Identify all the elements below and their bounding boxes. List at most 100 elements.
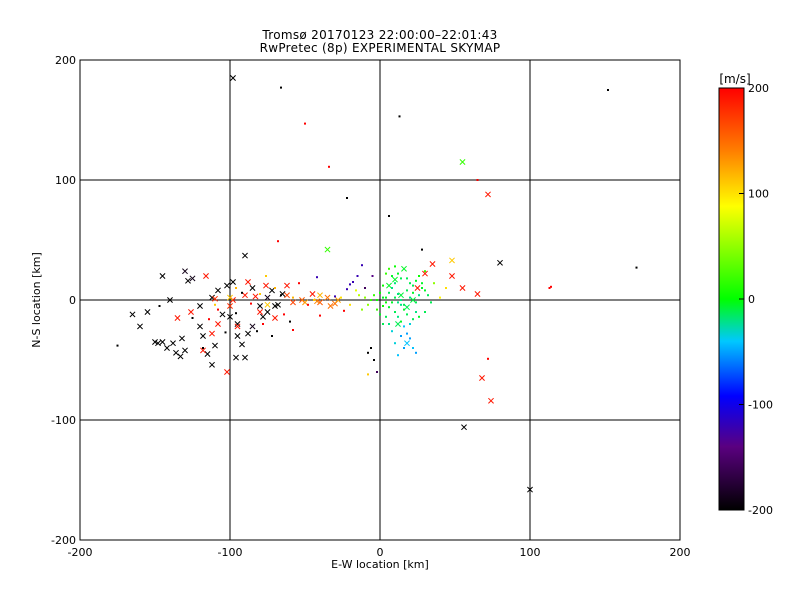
- cross-marker: [386, 282, 392, 289]
- dot-marker: [412, 291, 414, 294]
- cross-marker: [209, 330, 215, 337]
- cross-marker: [174, 315, 181, 321]
- dot-marker: [397, 354, 399, 357]
- colorbar-tick-label: 0: [748, 293, 755, 306]
- dot-marker: [235, 287, 237, 289]
- cross-marker: [497, 259, 503, 266]
- dot-marker: [400, 335, 402, 337]
- dot-marker: [250, 302, 252, 305]
- dot-marker: [406, 313, 408, 316]
- dot-marker: [400, 277, 402, 280]
- cross-marker: [335, 297, 341, 303]
- cross-marker: [401, 265, 407, 272]
- dot-marker: [397, 315, 399, 318]
- dot-marker: [349, 283, 351, 286]
- cross-marker: [185, 277, 191, 284]
- cross-marker: [230, 279, 236, 285]
- cross-marker: [137, 323, 143, 330]
- dot-marker: [412, 347, 414, 349]
- dot-marker: [340, 296, 342, 299]
- cross-marker: [209, 361, 215, 368]
- dot-marker: [403, 308, 405, 311]
- cross-marker: [245, 330, 251, 337]
- dot-marker: [241, 291, 243, 294]
- cross-marker: [204, 351, 211, 357]
- cross-marker: [269, 287, 275, 294]
- cross-marker: [170, 340, 176, 347]
- colorbar-ticks: -200 -100 0 100 200: [739, 82, 773, 517]
- dot-marker: [367, 351, 369, 354]
- dot-marker: [265, 275, 267, 277]
- dot-marker: [343, 309, 345, 312]
- dot-marker: [364, 296, 366, 299]
- dot-marker: [376, 371, 378, 373]
- dot-marker: [412, 284, 414, 287]
- dot-marker: [391, 287, 393, 289]
- dot-marker: [373, 294, 375, 297]
- dot-marker: [346, 288, 348, 291]
- dot-marker: [367, 303, 369, 306]
- cross-marker: [179, 335, 185, 342]
- dot-marker: [415, 279, 417, 282]
- cross-marker: [410, 297, 416, 303]
- dot-marker: [406, 332, 408, 335]
- dot-marker: [361, 308, 363, 311]
- dot-marker: [208, 318, 210, 321]
- cross-marker: [485, 191, 491, 198]
- chart-title: Tromsø 20170123 22:00:00–22:01:43: [262, 28, 498, 42]
- cross-marker: [414, 285, 421, 291]
- dot-marker: [319, 314, 321, 317]
- x-axis-label: E-W location [km]: [331, 558, 429, 571]
- dot-marker: [430, 301, 432, 304]
- dot-marker: [487, 357, 489, 360]
- dot-marker: [409, 323, 411, 325]
- dot-marker: [421, 287, 423, 289]
- cross-marker: [395, 321, 401, 327]
- dot-marker: [364, 287, 366, 289]
- dot-marker: [116, 344, 119, 347]
- cross-marker: [189, 275, 196, 282]
- cross-marker: [272, 315, 278, 321]
- dot-marker: [256, 330, 258, 333]
- cross-marker: [177, 353, 184, 360]
- dot-marker: [388, 306, 390, 309]
- dot-marker: [403, 303, 405, 306]
- dot-marker: [409, 282, 411, 285]
- cross-marker: [404, 304, 410, 311]
- cross-marker: [245, 279, 251, 285]
- dot-marker: [550, 285, 552, 288]
- cross-marker: [252, 293, 259, 300]
- dot-marker: [304, 122, 306, 125]
- cross-marker: [257, 303, 263, 309]
- cross-marker: [215, 321, 221, 327]
- dot-marker: [398, 115, 401, 118]
- dot-marker: [280, 86, 282, 89]
- cross-marker: [212, 342, 218, 349]
- dot-marker: [349, 303, 351, 306]
- dot-marker: [427, 294, 429, 297]
- cross-marker: [234, 321, 241, 327]
- dot-marker: [385, 272, 387, 275]
- dot-marker: [391, 330, 393, 333]
- dot-marker: [373, 359, 375, 361]
- cross-marker: [227, 294, 233, 301]
- cross-marker: [264, 294, 271, 301]
- dot-marker: [277, 240, 279, 243]
- cross-marker: [182, 347, 188, 354]
- cross-marker: [159, 339, 166, 345]
- dot-marker: [217, 308, 219, 311]
- dot-marker: [400, 303, 402, 306]
- dot-marker: [307, 303, 309, 306]
- dot-marker: [292, 329, 294, 331]
- dot-marker: [334, 295, 336, 298]
- colorbar-tick-label: 200: [748, 82, 769, 95]
- dot-marker: [415, 301, 417, 304]
- dot-marker: [313, 299, 315, 301]
- cross-marker: [224, 369, 230, 375]
- cross-marker: [527, 486, 533, 493]
- x-tick-label: 0: [377, 546, 384, 559]
- dot-marker: [370, 347, 372, 349]
- dot-marker: [379, 313, 381, 316]
- cross-marker: [327, 303, 334, 309]
